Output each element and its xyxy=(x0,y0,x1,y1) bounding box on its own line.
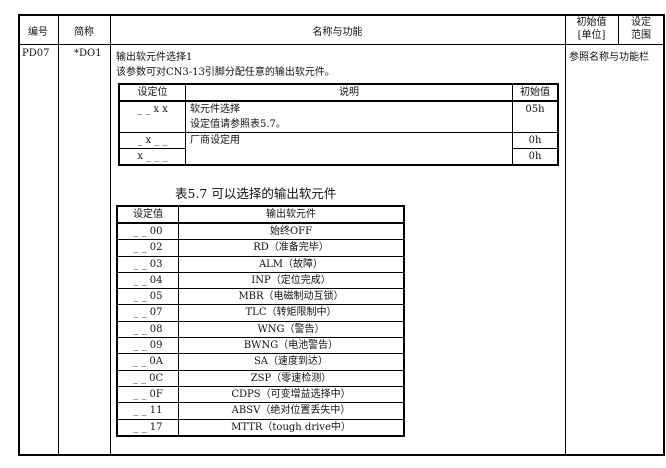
setting-value-cell: _ _ 05 xyxy=(116,288,179,306)
table-row: _ _ 04 INP（定位完成） xyxy=(116,271,405,290)
header-range-line2: 范围 xyxy=(631,30,651,41)
table-row: _ _ 17 MTTR（tough drive中） xyxy=(116,418,405,437)
bit-cell: x _ _ _ xyxy=(118,148,186,166)
table-row: _ _ 02 RD（准备完毕） xyxy=(116,239,405,257)
th: 说明 xyxy=(185,83,513,102)
setting-value-cell: _ _ 03 xyxy=(116,255,179,273)
output-device-cell: INP（定位完成） xyxy=(178,271,405,290)
setting-value-cell: _ _ 02 xyxy=(116,239,179,257)
output-device-cell: WNG（警告） xyxy=(178,320,405,339)
header-abbr: 简称 xyxy=(74,27,94,38)
header-no: 编号 xyxy=(28,27,48,38)
param-range: 参照名称与功能栏 xyxy=(569,52,649,63)
param-title: 输出软元件选择1 xyxy=(116,52,193,63)
header-init: 初始值 [单位] xyxy=(565,16,618,42)
table-row: _ _ 05 MBR（电磁制动互锁） xyxy=(116,288,405,306)
desc-line: 软元件选择 xyxy=(190,104,240,115)
init-cell: 0h xyxy=(512,148,559,166)
setting-value-cell: _ _ 00 xyxy=(116,222,179,241)
table-row: _ _ 03 ALM（故障） xyxy=(116,255,405,273)
col-divider xyxy=(618,14,619,44)
th: 设定位 xyxy=(118,83,186,102)
th: 输出软元件 xyxy=(178,205,405,224)
setting-value-cell: _ _ 0F xyxy=(116,385,179,404)
table-caption: 表5.7 可以选择的输出软元件 xyxy=(175,186,337,201)
header-unit-label: [单位] xyxy=(577,30,606,41)
desc-line: 设定值请参照表5.7。 xyxy=(190,119,286,130)
init-cell: 05h xyxy=(512,100,559,133)
setting-value-cell: _ _ 11 xyxy=(116,402,179,420)
output-device-cell: SA（速度到达） xyxy=(178,353,405,371)
output-device-cell: ABSV（绝对位置丢失中） xyxy=(178,402,405,420)
col-divider xyxy=(565,14,566,456)
table-row: _ _ 07 TLC（转矩限制中） xyxy=(116,304,405,322)
table-row: _ _ 11 ABSV（绝对位置丢失中） xyxy=(116,402,405,420)
table-row: _ _ 0C ZSP（零速检测） xyxy=(116,369,405,387)
th: 初始值 xyxy=(512,83,559,102)
output-device-cell: 始终OFF xyxy=(178,222,405,241)
col-divider xyxy=(110,14,111,456)
table-row: _ _ 0F CDPS（可变增益选择中） xyxy=(116,385,405,404)
setting-table: 设定位 说明 初始值 _ _ x x 软元件选择 设定值请参照表5.7。 05h _ x … xyxy=(118,83,559,166)
setting-value-cell: _ _ 09 xyxy=(116,337,179,355)
table-row: _ x _ _ 厂商设定用 0h xyxy=(118,132,559,166)
setting-value-cell: _ _ 0C xyxy=(116,369,179,387)
setting-value-cell: _ _ 08 xyxy=(116,320,179,339)
output-device-cell: ALM（故障） xyxy=(178,255,405,273)
output-device-cell: CDPS（可变增益选择中） xyxy=(178,385,405,404)
bit-cell: _ _ x x xyxy=(118,100,186,133)
table-row: _ _ x x 软元件选择 设定值请参照表5.7。 05h xyxy=(118,100,559,133)
output-device-cell: TLC（转矩限制中） xyxy=(178,304,405,322)
table-row: _ _ 0A SA（速度到达） xyxy=(116,353,405,371)
setting-value-cell: _ _ 0A xyxy=(116,353,179,371)
th: 设定值 xyxy=(116,205,179,224)
table-row: _ _ 08 WNG（警告） xyxy=(116,320,405,339)
desc-cell: 软元件选择设定值请参照表5.7。 xyxy=(185,100,513,133)
col-divider xyxy=(58,14,59,456)
desc-cell: 厂商设定用 xyxy=(185,132,513,166)
table-row: _ _ 00 始终OFF xyxy=(116,222,405,241)
output-device-table: 设定值 输出软元件 _ _ 00 始终OFF _ _ 02 RD（准备完毕） _ _ 03… xyxy=(116,205,405,437)
output-device-cell: MBR（电磁制动互锁） xyxy=(178,288,405,306)
bit-cell: _ x _ _ xyxy=(118,132,186,149)
header-range: 设定 范围 xyxy=(618,16,664,42)
setting-value-cell: _ _ 07 xyxy=(116,304,179,322)
output-device-cell: MTTR（tough drive中） xyxy=(178,418,405,437)
header-init-label: 初始值 xyxy=(576,17,607,28)
header-range-line1: 设定 xyxy=(631,17,651,28)
param-abbr: *DO1 xyxy=(74,48,102,59)
setting-value-cell: _ _ 17 xyxy=(116,418,179,437)
header-divider xyxy=(18,44,665,45)
param-no: PD07 xyxy=(22,48,50,59)
init-cell: 0h xyxy=(512,132,559,149)
table-row: _ _ 09 BWNG（电池警告） xyxy=(116,337,405,355)
output-device-cell: RD（准备完毕） xyxy=(178,239,405,257)
table-row: x _ _ _ 0h xyxy=(118,148,559,166)
param-desc: 该参数可对CN3-13引脚分配任意的输出软元件。 xyxy=(116,67,335,78)
parameter-table xyxy=(18,14,665,456)
output-device-cell: BWNG（电池警告） xyxy=(178,337,405,355)
setting-value-cell: _ _ 04 xyxy=(116,271,179,290)
header-name: 名称与功能 xyxy=(312,27,363,38)
output-device-cell: ZSP（零速检测） xyxy=(178,369,405,387)
